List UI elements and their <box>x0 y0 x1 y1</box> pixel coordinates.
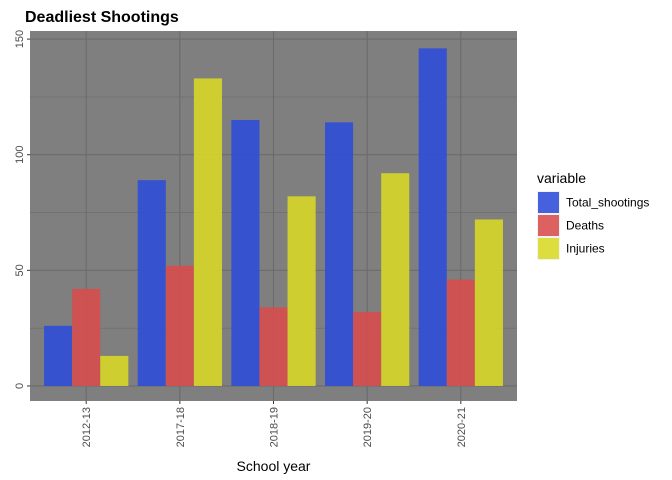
x-axis-title: School year <box>237 458 311 474</box>
legend: variable Total_shootings Deaths Injuries <box>537 170 649 260</box>
x-tick-label: 2020-21 <box>456 407 468 447</box>
legend-label: Total_shootings <box>566 196 649 210</box>
legend-items: Total_shootings Deaths Injuries <box>537 191 649 260</box>
bar-total-shootings <box>44 325 73 386</box>
y-axis: 0 50 100 150 <box>14 30 30 389</box>
bar-deaths <box>446 279 475 386</box>
bar-total-shootings <box>231 120 260 386</box>
x-tick-label: 2017-18 <box>175 407 187 447</box>
x-tick-label: 2018-19 <box>269 407 281 447</box>
bar-deaths <box>259 307 288 386</box>
x-axis: 2012-13 2017-18 2018-19 2019-20 2020-21 <box>81 401 468 447</box>
y-tick-label: 100 <box>14 146 26 164</box>
legend-swatch <box>538 238 559 259</box>
legend-title: variable <box>537 170 586 186</box>
chart-title: Deadliest Shootings <box>25 9 179 26</box>
bar-injuries <box>287 196 316 386</box>
legend-swatch <box>538 192 559 213</box>
bar-deaths <box>72 288 101 386</box>
x-tick-label: 2019-20 <box>362 407 374 447</box>
bar-total-shootings <box>325 122 354 386</box>
legend-label: Deaths <box>566 219 604 233</box>
y-tick-label: 150 <box>14 30 26 48</box>
bar-injuries <box>381 173 410 386</box>
bar-total-shootings <box>418 48 447 386</box>
bar-deaths <box>353 311 382 386</box>
bar-injuries <box>100 355 129 386</box>
bar-injuries <box>193 78 222 386</box>
bar-injuries <box>474 219 503 386</box>
y-tick-label: 0 <box>14 383 26 389</box>
x-tick-label: 2012-13 <box>81 407 93 447</box>
y-tick-label: 50 <box>14 264 26 276</box>
bars-layer <box>44 48 503 386</box>
legend-label: Injuries <box>566 242 605 256</box>
bar-total-shootings <box>137 180 166 386</box>
bar-deaths <box>165 265 194 386</box>
legend-swatch <box>538 215 559 236</box>
